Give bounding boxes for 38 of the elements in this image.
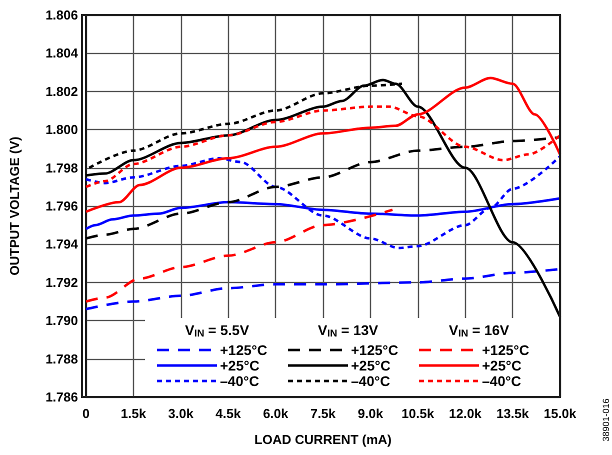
x-axis-title: LOAD CURRENT (mA): [254, 432, 392, 447]
x-tick-label: 6.0k: [262, 406, 290, 421]
legend-label: +25°C: [351, 358, 390, 374]
y-tick-label: 1.792: [45, 274, 78, 290]
line-series: [84, 208, 394, 303]
y-axis-title: OUTPUT VOLTAGE (V): [7, 136, 22, 276]
line-series: [84, 155, 562, 250]
y-tick-label: 1.788: [45, 351, 78, 366]
legend-label: –40°C: [220, 373, 260, 389]
y-tick-label: 1.798: [45, 160, 78, 176]
x-tick-label: 10.5k: [402, 406, 435, 421]
legend-label: –40°C: [482, 373, 522, 389]
legend-label: +125°C: [482, 342, 530, 358]
line-series: [84, 76, 562, 213]
legend-label: +125°C: [351, 342, 398, 358]
x-tick-label: 3.0k: [168, 406, 194, 421]
y-tick-label: 1.802: [45, 84, 78, 99]
y-tick-label: 1.806: [45, 8, 78, 22]
y-tick-label: 1.800: [45, 122, 78, 138]
y-tick-label: 1.794: [45, 236, 79, 252]
y-tick-label: 1.796: [45, 198, 78, 214]
y-tick-label: 1.790: [45, 313, 78, 328]
legend-label: –40°C: [351, 373, 390, 389]
x-tick-label: 1.5k: [120, 406, 147, 421]
x-tick-label: 12.0k: [448, 406, 482, 421]
legend-label: +25°C: [482, 358, 522, 374]
x-tick-label: 0: [82, 406, 90, 421]
x-tick-label: 15.0k: [544, 406, 578, 421]
y-tick-label: 1.804: [45, 46, 79, 61]
legend-label: +125°C: [220, 342, 268, 358]
y-tick-label: 1.786: [45, 390, 78, 404]
x-tick-label: 13.5k: [496, 406, 530, 421]
x-tick-label: 7.5k: [310, 406, 336, 421]
x-tick-label: 4.5k: [216, 406, 242, 421]
line-series: [84, 78, 562, 318]
legend-label: +25°C: [220, 358, 260, 374]
x-tick-label: 9.0k: [358, 406, 384, 421]
text: 38901-016: [601, 398, 611, 442]
